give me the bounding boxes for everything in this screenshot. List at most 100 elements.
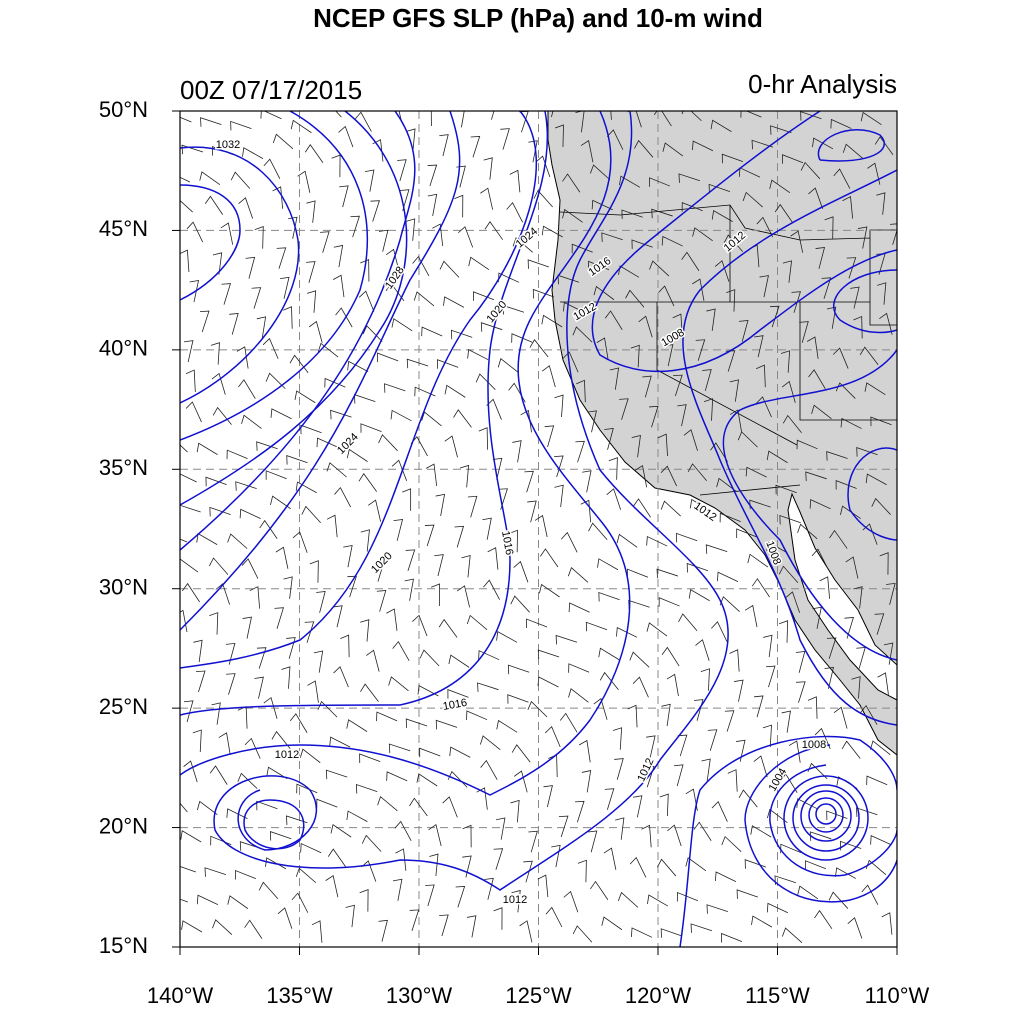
wind-barb: [254, 676, 264, 699]
contours: [180, 111, 897, 947]
wind-barb: [391, 318, 413, 332]
wind-barb: [840, 417, 862, 429]
wind-barb: [724, 710, 735, 732]
wind-barb: [596, 337, 609, 360]
wind-barb: [199, 171, 221, 185]
wind-barb: [317, 342, 339, 358]
wind-barb: [700, 668, 710, 691]
wind-barb: [196, 533, 218, 545]
wind-barb: [568, 602, 590, 613]
wind-barb: [593, 285, 615, 301]
wind-barb: [507, 664, 530, 675]
wind-barb: [606, 129, 624, 150]
wind-barb: [196, 800, 218, 815]
wind-barb: [716, 477, 737, 492]
wind-barb: [726, 289, 736, 312]
wind-barb: [711, 800, 728, 822]
wind-barb: [286, 815, 308, 825]
wind-barb: [856, 807, 878, 817]
wind-barb: [427, 193, 438, 217]
wind-barb: [456, 585, 471, 608]
wind-barb: [646, 622, 668, 637]
wind-barb: [313, 650, 324, 673]
wind-barb: [256, 647, 267, 669]
wind-barb: [685, 857, 707, 872]
wind-barb: [633, 498, 651, 518]
wind-barb: [627, 568, 649, 579]
wind-barb: [811, 404, 832, 420]
wind-barb: [562, 208, 583, 223]
wind-barb: [346, 448, 368, 462]
wind-barb: [860, 111, 882, 126]
wind-barb: [226, 673, 236, 695]
wind-barb: [543, 785, 553, 808]
wind-barb: [765, 665, 776, 688]
wind-barb: [589, 164, 611, 181]
wind-barb: [409, 909, 420, 931]
wind-barb: [393, 519, 404, 541]
wind-barb: [478, 650, 500, 661]
wind-barb: [687, 463, 707, 482]
wind-barb: [193, 639, 203, 663]
wind-barb: [496, 719, 518, 733]
land: [547, 111, 897, 756]
wind-barb: [540, 548, 559, 568]
wind-barb: [742, 191, 763, 208]
wind-barb: [236, 346, 249, 369]
wind-barb: [604, 310, 623, 330]
wind-barb: [835, 867, 857, 879]
wind-barb: [785, 591, 800, 613]
wind-barb: [386, 608, 398, 631]
wind-barb: [693, 821, 712, 841]
wind-barb: [842, 196, 854, 219]
wind-barb: [444, 435, 458, 458]
wind-barb: [461, 554, 471, 578]
wind-barb: [707, 729, 718, 751]
wind-barb: [646, 735, 656, 758]
wind-barb: [326, 462, 347, 478]
wind-barb: [539, 583, 560, 598]
wind-barb: [220, 222, 234, 245]
wind-barb: [876, 192, 886, 215]
wind-barb: [316, 437, 338, 448]
wind-barb: [634, 139, 654, 158]
wind-barb: [572, 326, 593, 343]
wind-barb: [520, 409, 532, 433]
wind-barb: [755, 396, 772, 418]
wind-barb: [641, 824, 652, 848]
wind-barb: [529, 339, 549, 358]
isobar: [847, 447, 897, 541]
wind-barb: [308, 320, 323, 343]
wind-barb: [667, 824, 682, 847]
wind-barb: [740, 111, 762, 118]
x-tick-label: 130°W: [386, 983, 453, 1008]
wind-barb: [721, 932, 743, 943]
wind-barb: [580, 140, 594, 163]
wind-barb: [812, 137, 834, 150]
wind-barb: [225, 642, 236, 665]
wind-barb: [630, 344, 640, 368]
wind-barb: [578, 739, 591, 763]
wind-barb: [512, 237, 533, 253]
wind-barb: [809, 831, 832, 841]
wind-barb: [842, 143, 864, 159]
wind-barb: [663, 344, 674, 367]
wind-barb: [360, 683, 379, 702]
wind-barb: [508, 529, 518, 553]
wind-barb: [886, 582, 896, 605]
wind-barb: [304, 621, 315, 643]
wind-barb: [619, 398, 629, 420]
wind-barb: [796, 439, 818, 450]
wind-barb: [851, 676, 861, 699]
wind-barb: [832, 347, 849, 369]
wind-barb: [405, 718, 428, 728]
wind-barb: [288, 216, 298, 239]
wind-barb: [211, 372, 226, 395]
wind-barb: [457, 226, 474, 248]
wind-barb: [890, 223, 897, 245]
x-tick-label: 115°W: [745, 983, 810, 1008]
wind-barb: [186, 221, 204, 243]
isobar: [783, 775, 869, 861]
wind-barb: [766, 902, 789, 914]
